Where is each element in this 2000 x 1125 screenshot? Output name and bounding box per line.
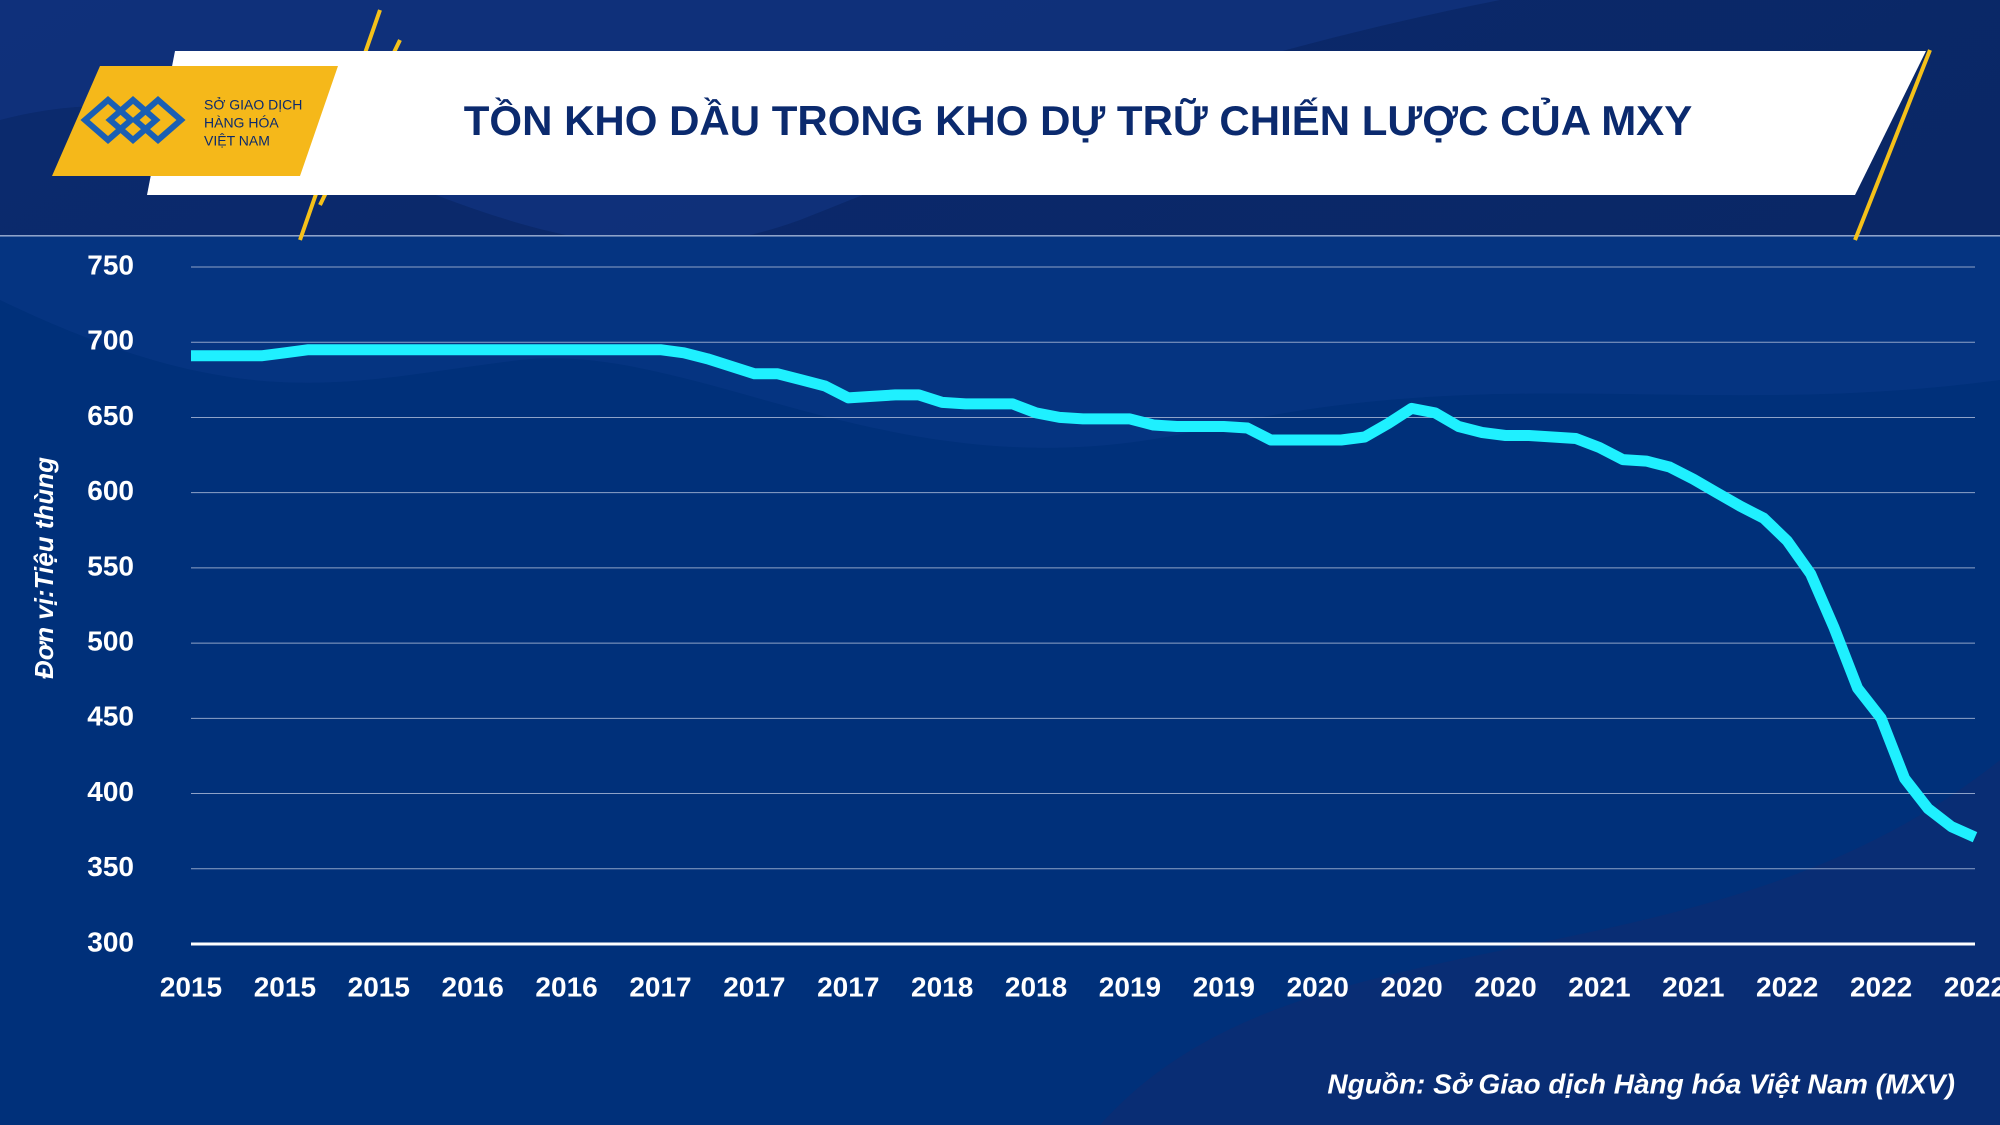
x-tick-label: 2021 (1662, 971, 1724, 1002)
x-tick-label: 2017 (817, 971, 879, 1002)
y-tick-label: 300 (87, 926, 134, 957)
x-tick-label: 2016 (535, 971, 597, 1002)
logo-icon (80, 96, 186, 144)
y-tick-label: 350 (87, 851, 134, 882)
x-tick-label: 2015 (348, 971, 410, 1002)
x-tick-label: 2017 (629, 971, 691, 1002)
x-tick-label: 2020 (1474, 971, 1536, 1002)
data-line (191, 344, 1978, 843)
x-tick-label: 2019 (1193, 971, 1255, 1002)
x-tick-label: 2022 (1756, 971, 1818, 1002)
x-tick-label: 2019 (1099, 971, 1161, 1002)
x-tick-label: 2022 (1850, 971, 1912, 1002)
y-tick-label: 700 (87, 325, 134, 356)
x-tick-label: 2022 (1944, 971, 2000, 1002)
y-tick-label: 600 (87, 475, 134, 506)
y-tick-label: 650 (87, 400, 134, 431)
x-tick-label: 2016 (442, 971, 504, 1002)
x-tick-label: 2018 (1005, 971, 1067, 1002)
logo-text: VIỆT NAM (204, 133, 270, 149)
title-banner (147, 51, 1926, 195)
y-tick-label: 750 (87, 249, 134, 280)
x-tick-label: 2020 (1287, 971, 1349, 1002)
logo-text: SỞ GIAO DỊCH (204, 96, 302, 113)
x-tick-label: 2015 (254, 971, 316, 1002)
y-tick-label: 500 (87, 626, 134, 657)
x-tick-label: 2017 (723, 971, 785, 1002)
y-tick-label: 450 (87, 701, 134, 732)
y-tick-label: 400 (87, 776, 134, 807)
logo-text: HÀNG HÓA (204, 115, 279, 131)
chart-title: TỒN KHO DẦU TRONG KHO DỰ TRỮ CHIẾN LƯỢC … (464, 96, 1692, 144)
x-tick-label: 2015 (160, 971, 222, 1002)
x-tick-label: 2018 (911, 971, 973, 1002)
source-note: Nguồn: Sở Giao dịch Hàng hóa Việt Nam (M… (1327, 1068, 1955, 1099)
logo-box (52, 66, 338, 176)
y-tick-label: 550 (87, 550, 134, 581)
y-axis-title: Đơn vị:Tiệu thùng (29, 457, 59, 679)
x-tick-label: 2020 (1380, 971, 1442, 1002)
x-tick-label: 2021 (1568, 971, 1630, 1002)
chart-panel (0, 236, 2000, 1125)
